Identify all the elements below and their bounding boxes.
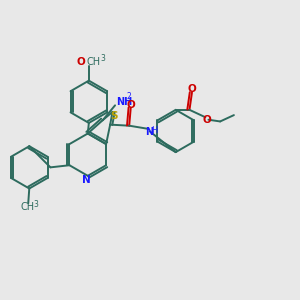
Text: N: N [82,176,91,185]
Text: 3: 3 [101,54,106,63]
Text: S: S [110,111,118,121]
Text: 2: 2 [126,92,131,101]
Text: O: O [188,84,196,94]
Text: O: O [127,100,136,110]
Text: H: H [151,126,157,135]
Text: O: O [77,57,85,67]
Text: CH: CH [86,57,100,67]
Text: N: N [145,127,153,137]
Text: CH: CH [21,202,35,212]
Text: 3: 3 [34,200,39,209]
Text: NH: NH [116,97,133,107]
Text: O: O [203,115,212,125]
